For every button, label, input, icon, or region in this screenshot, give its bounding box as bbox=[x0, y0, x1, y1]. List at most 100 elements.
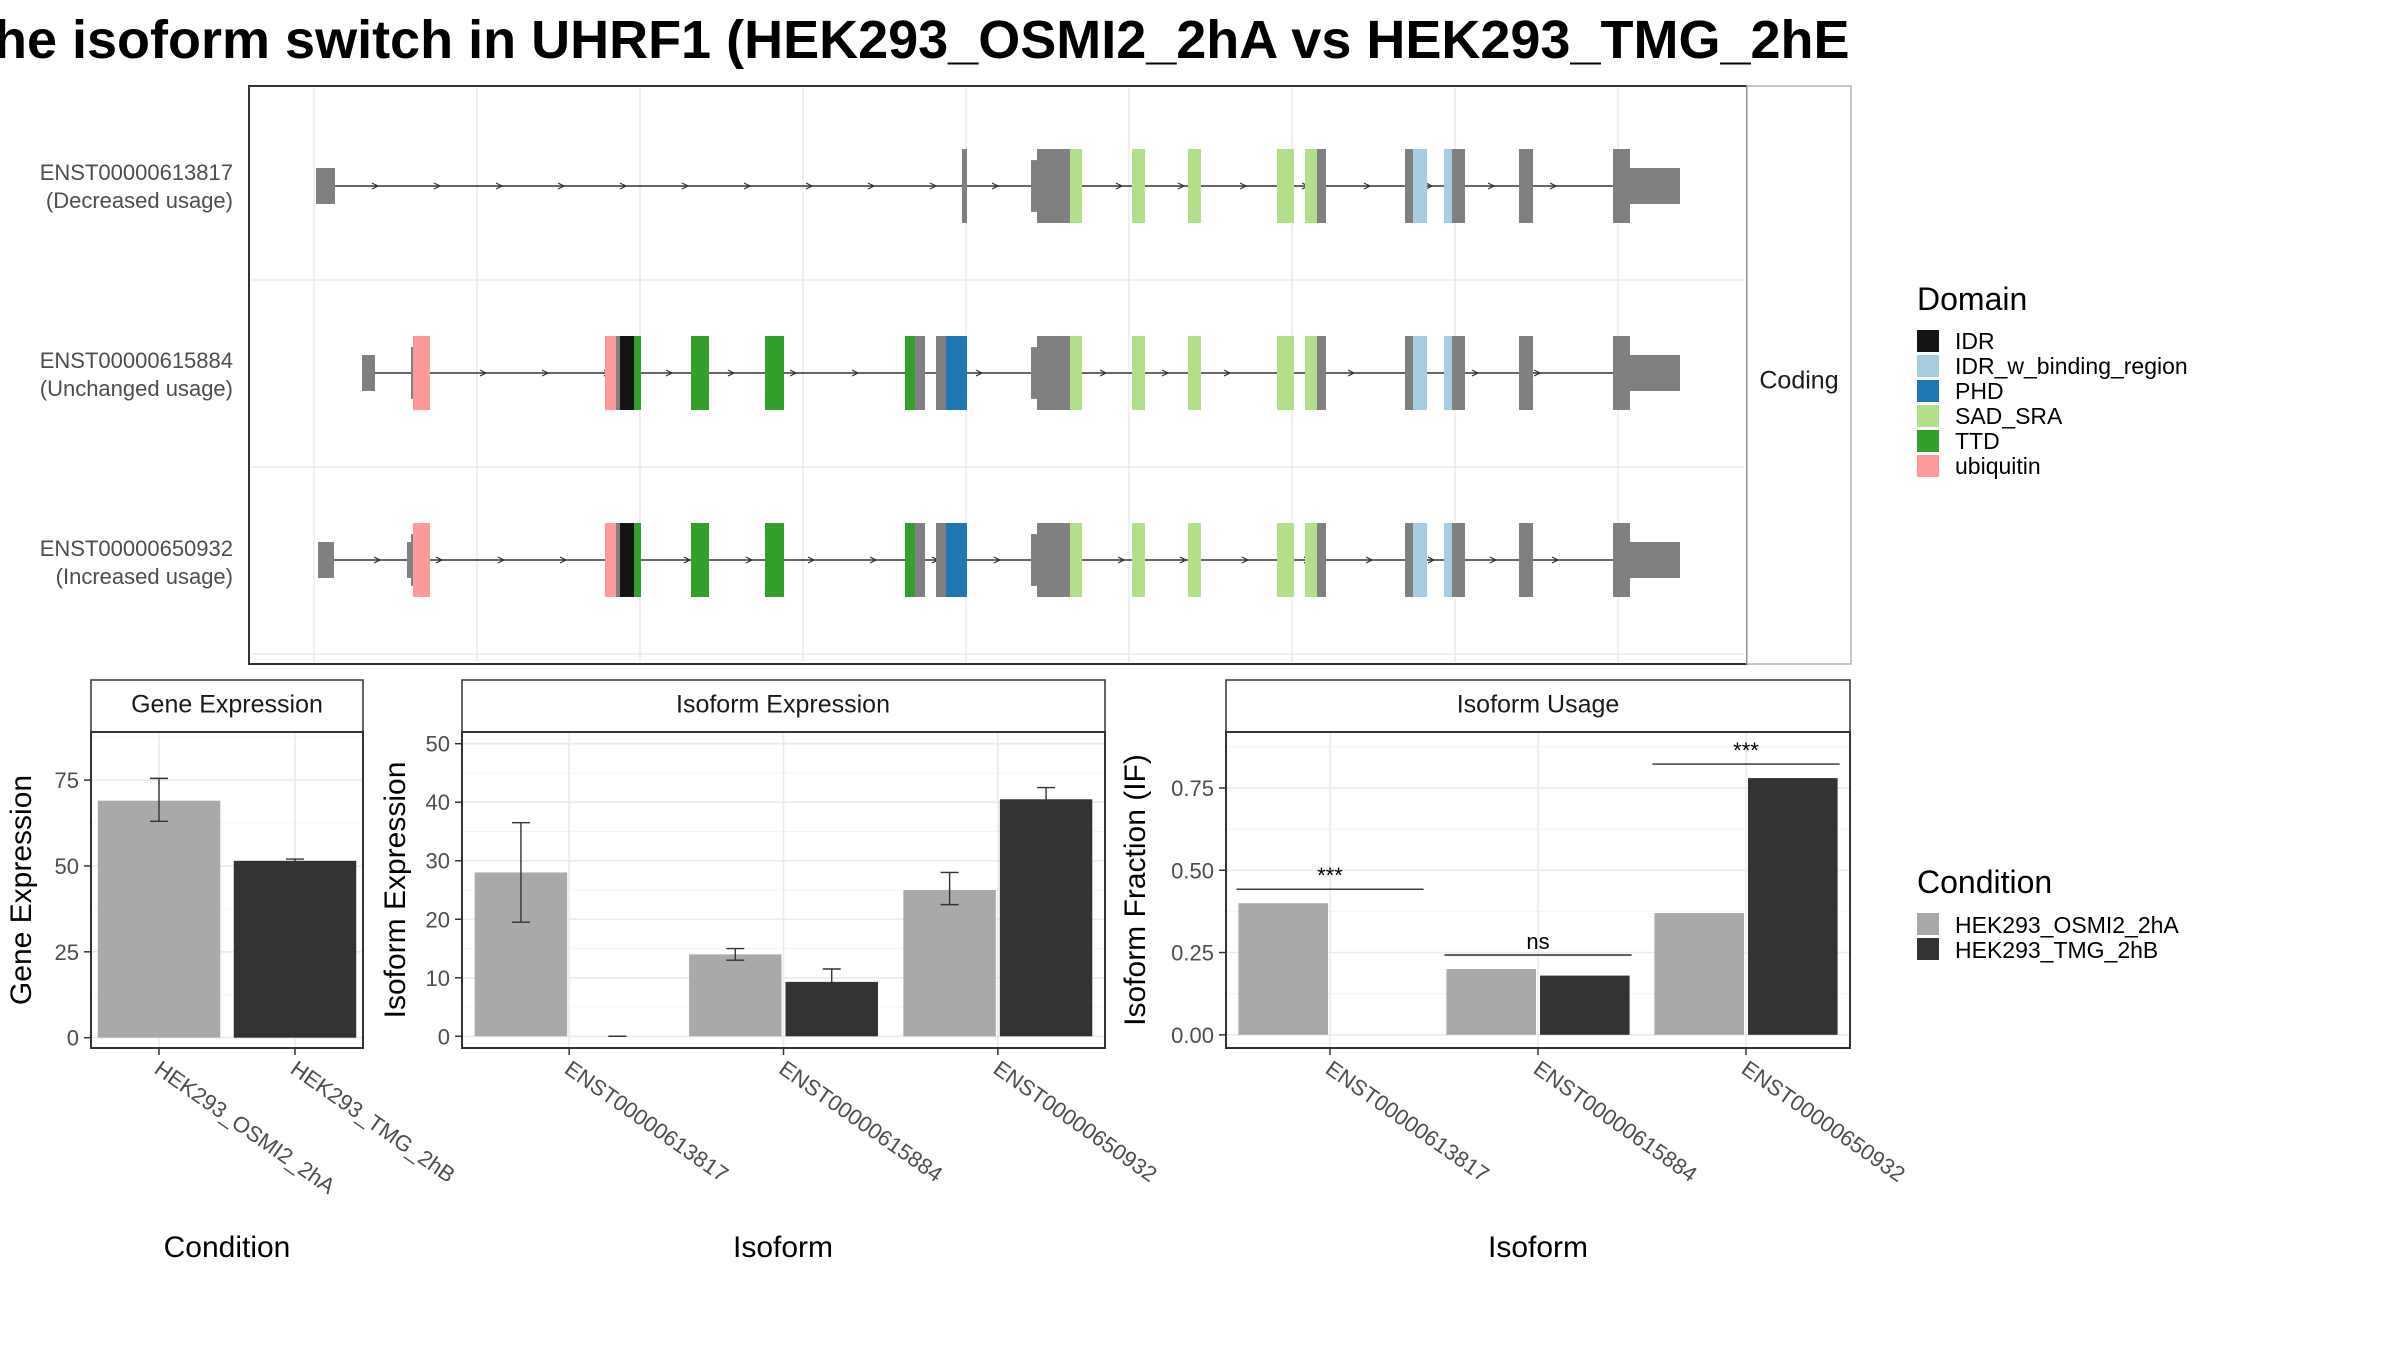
gene-expression-ytick-label: 0 bbox=[67, 1026, 79, 1051]
transcript-3-exon-segment-15 bbox=[1037, 523, 1050, 597]
transcript-2-exon-segment-8 bbox=[765, 336, 784, 410]
transcript-3-exon-segment-14 bbox=[1031, 534, 1037, 586]
transcript-3-strand-arrow bbox=[1427, 556, 1436, 564]
transcript-2-exon-segment-17 bbox=[1070, 336, 1082, 410]
transcript-2-strand-arrow bbox=[665, 369, 674, 377]
isoform-usage-ytick-label: 0.25 bbox=[1171, 941, 1214, 966]
isoform-expression-ytick-label: 40 bbox=[426, 790, 450, 815]
transcript-2-exon-segment-0 bbox=[362, 355, 375, 391]
transcript-3-strand-arrow bbox=[559, 556, 568, 564]
transcript-3-strand-arrow bbox=[683, 556, 692, 564]
transcript-2-strand-arrow bbox=[1223, 369, 1232, 377]
transcript-2-strand-arrow bbox=[727, 369, 736, 377]
transcript-2-exon-segment-21 bbox=[1305, 336, 1317, 410]
transcript-2-exon-segment-19 bbox=[1188, 336, 1201, 410]
domain-legend: Domain IDRIDR_w_binding_regionPHDSAD_SRA… bbox=[1917, 281, 2188, 479]
transcript-1-strand-arrow bbox=[1177, 182, 1186, 190]
gene-expression-x-title: Condition bbox=[164, 1231, 291, 1264]
transcript-3-exon-segment-18 bbox=[1070, 523, 1082, 597]
domain-legend-items: IDRIDR_w_binding_regionPHDSAD_SRATTDubiq… bbox=[1917, 328, 2188, 479]
transcript-1-exon-segment-12 bbox=[1405, 149, 1413, 223]
transcript-3-exon-segment-12 bbox=[936, 523, 946, 597]
transcript-3-strand-arrow bbox=[435, 556, 444, 564]
transcript-3-strand-arrow bbox=[1551, 556, 1560, 564]
transcript-3-exon-segment-20 bbox=[1188, 523, 1201, 597]
transcript-1-strand-arrow bbox=[1487, 182, 1496, 190]
transcript-label-3-status: (Increased usage) bbox=[56, 564, 233, 589]
transcript-3-strand-arrow bbox=[745, 556, 754, 564]
transcript-2-exon-segment-4 bbox=[616, 336, 620, 410]
transcript-2-exon-segment-1 bbox=[411, 347, 413, 399]
domain-legend-key-TTD bbox=[1917, 430, 1939, 452]
isoform-expression-ytick-label: 10 bbox=[426, 966, 450, 991]
isoform-expression-y-title: Isoform Expression bbox=[379, 762, 412, 1019]
transcript-3-strand-arrow bbox=[1117, 556, 1126, 564]
transcript-1-strand-arrow bbox=[681, 182, 690, 190]
transcript-1-strand-arrow bbox=[1239, 182, 1248, 190]
transcript-1-strand-arrow bbox=[1363, 182, 1372, 190]
transcript-3-strand-arrow bbox=[1241, 556, 1250, 564]
transcript-1-exon-segment-1 bbox=[962, 149, 967, 223]
transcript-2-exon-segment-9 bbox=[905, 336, 915, 410]
transcript-3-exon-segment-28 bbox=[1519, 523, 1533, 597]
transcript-1-strand-arrow bbox=[929, 182, 938, 190]
domain-legend-label-SAD_SRA: SAD_SRA bbox=[1955, 403, 2063, 429]
figure-title: he isoform switch in UHRF1 (HEK293_OSMI2… bbox=[0, 10, 1850, 70]
transcript-2-exon-segment-20 bbox=[1277, 336, 1294, 410]
transcript-2-exon-segment-24 bbox=[1413, 336, 1427, 410]
isoform-usage-bar-ENST00000650932-0 bbox=[1654, 913, 1744, 1035]
isoform-expression-ytick-label: 30 bbox=[426, 849, 450, 874]
domain-legend-key-ubiquitin bbox=[1917, 455, 1939, 477]
transcript-label-1-status: (Decreased usage) bbox=[46, 188, 233, 213]
gene-expression-ytick-label: 50 bbox=[55, 854, 79, 879]
isoform-expression-xtick-label: ENST00000613817 bbox=[560, 1056, 733, 1187]
transcript-panel-frame bbox=[248, 85, 1748, 665]
domain-legend-label-IDR_w_binding_region: IDR_w_binding_region bbox=[1955, 353, 2188, 379]
isoform-usage-xtick-label: ENST00000650932 bbox=[1737, 1056, 1910, 1187]
transcript-1-strand-arrow bbox=[991, 182, 1000, 190]
isoform-expression-panel: Isoform Expression 0 10 20 30 40 50 ENST000006… bbox=[379, 679, 1162, 1264]
transcript-2-exon-segment-2 bbox=[413, 336, 430, 410]
transcript-2-strand-arrow bbox=[1471, 369, 1480, 377]
isoform-expression-bar-ENST00000615884-0 bbox=[689, 954, 782, 1037]
transcript-3-exon-segment-10 bbox=[905, 523, 915, 597]
transcript-2-strand-arrow bbox=[789, 369, 798, 377]
isoform-expression-xtick-label: ENST00000650932 bbox=[989, 1056, 1162, 1187]
transcript-3-exon-segment-16 bbox=[1050, 523, 1065, 597]
transcript-2-strand-arrow bbox=[1161, 369, 1170, 377]
transcript-3-exon-segment-11 bbox=[915, 523, 925, 597]
transcript-1-exon-segment-10 bbox=[1305, 149, 1317, 223]
transcript-3-exon-segment-5 bbox=[616, 523, 620, 597]
transcript-3-exon-segment-19 bbox=[1132, 523, 1145, 597]
transcript-label-3-id: ENST00000650932 bbox=[40, 536, 233, 561]
transcript-2-exon-segment-27 bbox=[1519, 336, 1533, 410]
transcript-3-exon-segment-7 bbox=[634, 523, 641, 597]
transcript-3-strand-arrow bbox=[869, 556, 878, 564]
transcript-3-strand-arrow bbox=[373, 556, 382, 564]
transcript-3-exon-segment-9 bbox=[765, 523, 784, 597]
isoform-usage-xtick-label: ENST00000613817 bbox=[1321, 1056, 1494, 1187]
transcript-1-exon-segment-16 bbox=[1519, 149, 1533, 223]
domain-legend-label-TTD: TTD bbox=[1955, 428, 2000, 454]
gene-expression-title: Gene Expression bbox=[131, 691, 323, 719]
transcript-3-exon-segment-27 bbox=[1452, 523, 1465, 597]
transcript-3-strand-arrow bbox=[1179, 556, 1188, 564]
transcript-3-exon-segment-17 bbox=[1065, 523, 1070, 597]
transcript-2-exon-segment-12 bbox=[946, 336, 967, 410]
isoform-expression-title: Isoform Expression bbox=[676, 691, 890, 719]
transcript-3-exon-segment-30 bbox=[1630, 542, 1680, 578]
isoform-expression-bar-ENST00000650932-0 bbox=[903, 890, 996, 1037]
condition-legend-key-a bbox=[1917, 913, 1939, 935]
transcript-3-strand-arrow bbox=[1365, 556, 1374, 564]
transcript-2-strand-arrow bbox=[1533, 369, 1542, 377]
transcript-1-strand-arrow bbox=[805, 182, 814, 190]
transcript-1-strand-arrow bbox=[1425, 182, 1434, 190]
domain-legend-title: Domain bbox=[1917, 281, 2027, 317]
isoform-usage-y-title: Isoform Fraction (IF) bbox=[1119, 754, 1152, 1026]
domain-legend-key-IDR_w_binding_region bbox=[1917, 355, 1939, 377]
transcript-2-strand-arrow bbox=[1347, 369, 1356, 377]
transcript-2-exon-segment-23 bbox=[1405, 336, 1413, 410]
transcript-1-strand-arrow bbox=[1549, 182, 1558, 190]
condition-legend-label-a: HEK293_OSMI2_2hA bbox=[1955, 912, 2179, 938]
isoform-expression-strip bbox=[461, 679, 1106, 733]
